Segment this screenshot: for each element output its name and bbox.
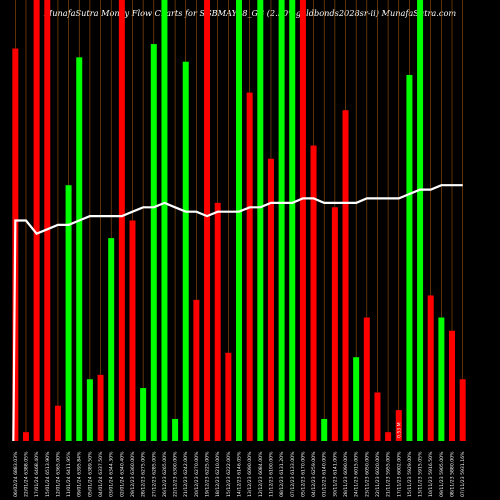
x-tick-label: 21/12/23 6242.00%: [183, 451, 189, 497]
x-tick-label: 22/11/23 6020.00%: [375, 451, 381, 497]
money-flow-bar: [310, 145, 317, 441]
money-flow-bar: [76, 57, 83, 442]
money-flow-bar: [22, 432, 29, 441]
x-tick-label: 18/12/23 6210.00%: [215, 451, 221, 497]
x-tick-label: 15/11/23 5929.00%: [407, 451, 413, 497]
x-tick-label: 06/02/24 6883.03%: [13, 451, 19, 497]
money-flow-bar: [321, 418, 328, 441]
x-tick-label: 23/11/23 6050.00%: [364, 451, 370, 497]
money-flow-bar: [459, 379, 466, 441]
money-flow-bar: [150, 44, 157, 441]
money-flow-bar: [438, 317, 445, 441]
money-flow-bar: [449, 330, 456, 441]
x-tick-label: 28/12/23 6275.00%: [141, 451, 147, 497]
money-flow-bar: [246, 92, 253, 442]
x-tick-label: 13/11/23 5915.05%: [418, 451, 424, 497]
money-flow-bar: [97, 374, 104, 441]
money-flow-bar: [342, 110, 349, 441]
x-tick-label: 28/11/23 6090.00%: [343, 451, 349, 497]
chart-annotations: 0.53 M: [396, 422, 402, 438]
x-tick-label: 27/12/23 6285.00%: [151, 451, 157, 497]
money-flow-bar: [140, 388, 147, 441]
x-tick-label: 14/12/23 6146.05%: [237, 451, 243, 497]
money-flow-line: [12, 184, 463, 442]
x-tick-label: 30/11/23 6141.00%: [332, 451, 338, 497]
money-flow-bar: [65, 185, 72, 441]
money-flow-bar: [214, 202, 221, 441]
money-flow-bar: [182, 61, 189, 442]
x-tick-label: 04/01/24 6337.50%: [98, 451, 104, 497]
money-flow-bar: [363, 317, 370, 441]
x-tick-label: 07/12/23 6133.00%: [290, 451, 296, 497]
x-tick-label: 19/12/23 6225.00%: [205, 451, 211, 497]
x-tick-label: 12/01/24 6365.00%: [55, 451, 61, 497]
x-tick-label: 22/01/24 6388.05%: [23, 451, 29, 497]
x-tick-label: 17/01/24 6468.40%: [34, 451, 40, 497]
x-tick-label: 11/12/23 6100.00%: [268, 451, 274, 497]
x-tick-label: 22/12/23 6300.00%: [173, 451, 179, 497]
money-flow-bar: [225, 352, 232, 441]
x-tick-label: 13/12/23 6090.00%: [247, 451, 253, 497]
money-flow-bar: [406, 74, 413, 441]
money-flow-bar: [417, 0, 424, 441]
money-flow-bar: [427, 295, 434, 441]
x-tick-label: 21/11/23 5955.00%: [386, 451, 392, 497]
x-tick-label: 01/12/23 6140.00%: [322, 451, 328, 497]
money-flow-bar: [54, 405, 61, 441]
volume-annotation: 0.53 M: [396, 422, 402, 438]
money-flow-bar: [331, 207, 338, 441]
money-flow-bar: [374, 392, 381, 441]
x-tick-label: 29/12/23 6360.00%: [130, 451, 136, 497]
money-flow-bar: [86, 379, 93, 441]
x-tick-label: 09/11/23 5905.00%: [439, 451, 445, 497]
money-flow-bar: [299, 0, 306, 441]
money-flow-bar: [289, 0, 296, 441]
money-flow-bar: [129, 220, 136, 441]
x-tick-label: 04/12/23 6259.00%: [311, 451, 317, 497]
money-flow-bar: [193, 299, 200, 441]
x-tick-label: 07/11/23 5931.16%: [460, 451, 466, 497]
money-flow-bar: [395, 410, 402, 441]
money-flow-bar: [118, 0, 125, 441]
x-tick-label: 02/01/24 6340.40%: [119, 451, 125, 497]
x-tick-label: 15/12/23 6222.00%: [226, 451, 232, 497]
money-flow-bar: [44, 0, 51, 441]
x-tick-label: 10/11/23 5916.50%: [428, 451, 434, 497]
x-tick-label: 11/01/24 6411.95%: [66, 451, 72, 497]
money-flow-bar: [236, 0, 242, 441]
x-tick-label: 09/01/24 6395.84%: [77, 451, 83, 497]
x-tick-label: 03/01/24 6344.30%: [109, 451, 115, 497]
x-tick-label: 12/12/23 6084.00%: [258, 451, 264, 497]
x-tick-label: 05/12/23 6170.00%: [300, 451, 306, 497]
money-flow-bar: [172, 418, 179, 441]
money-flow-bar: [278, 0, 285, 441]
x-tick-label: 26/12/23 6265.00%: [162, 451, 168, 497]
x-tick-label: 05/01/24 6389.50%: [87, 451, 93, 497]
money-flow-bar: [267, 158, 274, 441]
money-flow-bar: [161, 0, 168, 441]
x-tick-labels: 06/02/24 6883.03% 22/01/24 6388.05% 17/01/…: [13, 451, 466, 497]
money-flow-bar: [108, 238, 115, 441]
money-flow-bar: [33, 0, 40, 441]
x-tick-label: 08/11/23 5880.00%: [450, 451, 456, 497]
x-tick-label: 24/11/23 6015.00%: [354, 451, 360, 497]
money-flow-bar: [204, 0, 211, 441]
x-tick-label: 20/12/23 6270.00%: [194, 451, 200, 497]
x-tick-label: 08/12/23 6131.20%: [279, 451, 285, 497]
x-tick-label: 15/01/24 6513.90%: [45, 451, 51, 497]
money-flow-bar: [257, 0, 264, 441]
money-flow-bar: [385, 432, 392, 441]
x-tick-label: 17/11/23 6002.00%: [396, 451, 402, 497]
money-flow-bar: [353, 357, 360, 441]
